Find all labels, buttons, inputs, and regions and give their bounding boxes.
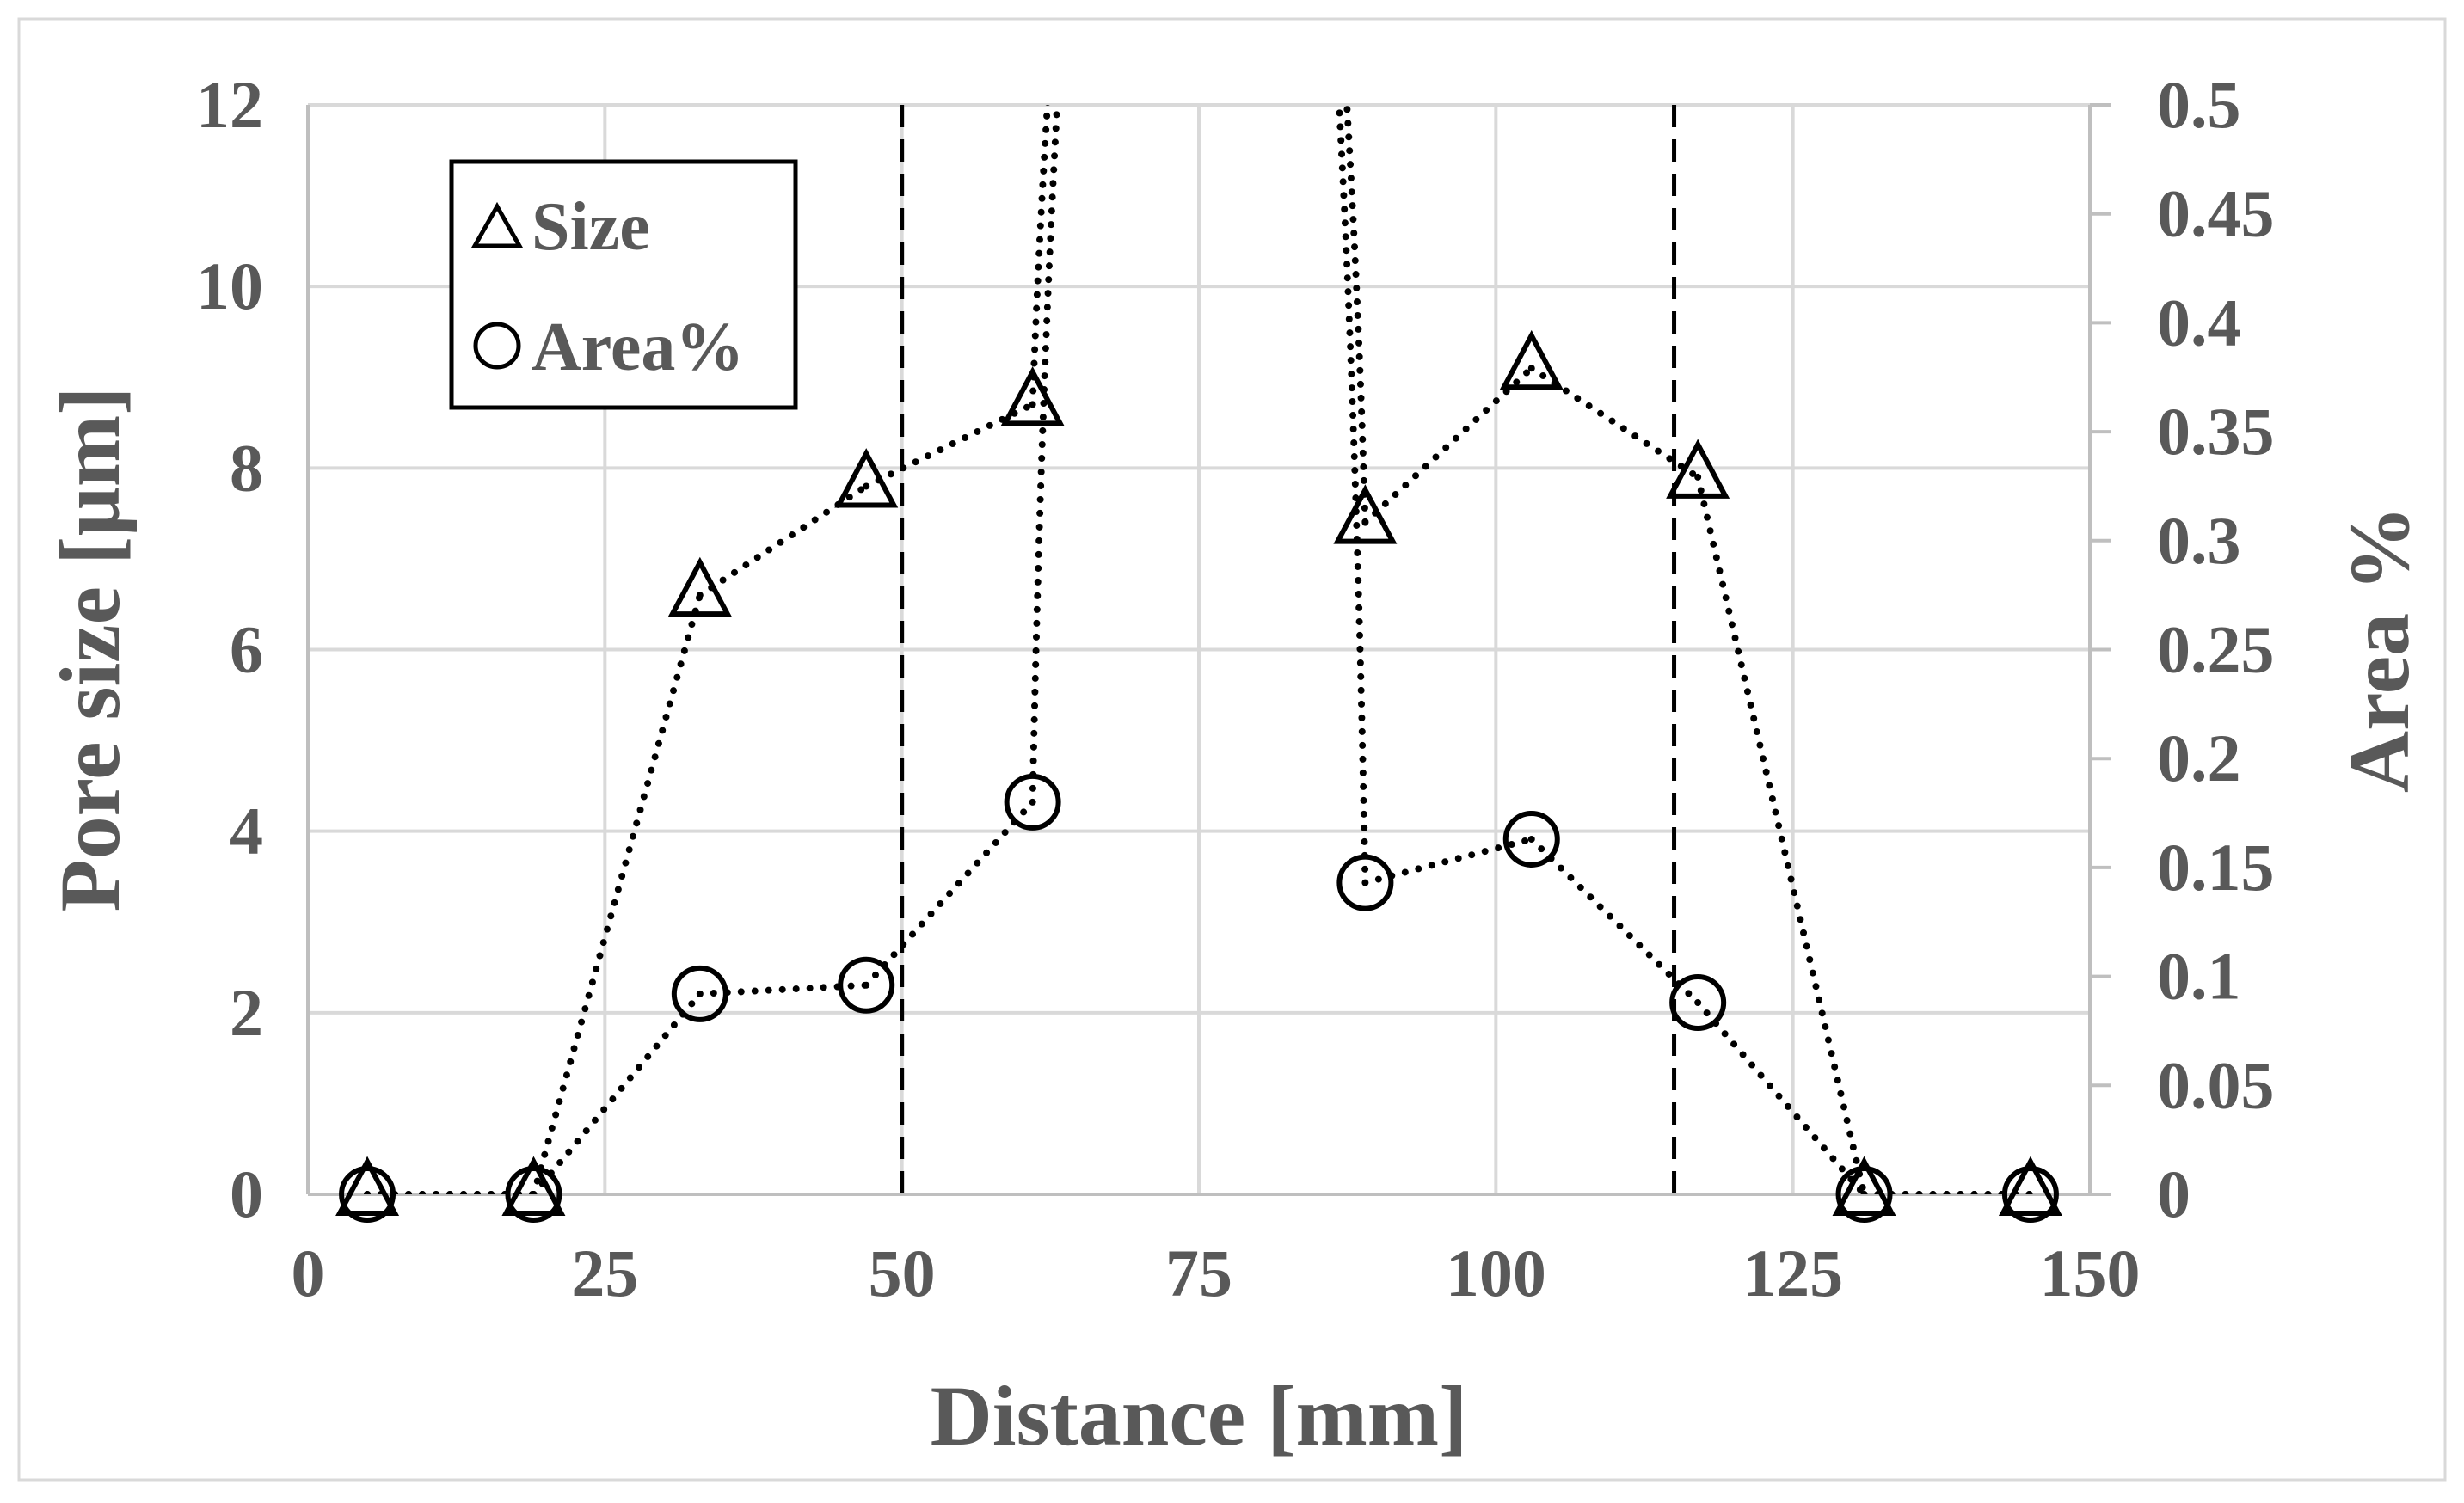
size-point: [1998, 1156, 2062, 1216]
area-point: [838, 956, 895, 1014]
legend-triangle-icon: [470, 201, 524, 248]
y-tick-label: 8: [230, 430, 263, 505]
x-tick-label: 150: [2040, 1236, 2141, 1310]
size-point: [1000, 366, 1065, 426]
series-size-segment: [863, 401, 1036, 490]
size-point: [834, 448, 899, 508]
series-size-segment: [1361, 365, 1535, 526]
y-tick-label: 2: [230, 975, 263, 1050]
size-point: [1499, 329, 1564, 390]
y2-tick-label: 0: [2157, 1156, 2191, 1231]
axes-layer: [306, 103, 2111, 1196]
legend-label-size: Size: [532, 189, 650, 265]
y-tick-label: 6: [230, 612, 263, 687]
y2-tick-label: 0.25: [2157, 612, 2275, 687]
area-point: [1004, 773, 1061, 831]
tick-labels: 0 25 50 75 100 125 15002468101200.050.10.150.2…: [196, 67, 2275, 1310]
x-tick-label: 125: [1742, 1236, 1843, 1310]
series-area-segment: [1527, 835, 1702, 1007]
series-area-segment: [1694, 999, 1868, 1194]
y-axis-label: Pore size [µm]: [42, 386, 138, 911]
y2-tick-label: 0.35: [2157, 394, 2275, 469]
size-point: [1666, 439, 1730, 499]
series-size-segment: [1694, 473, 1868, 1194]
size-point: [335, 1156, 400, 1216]
series-area-segment: [863, 798, 1036, 989]
y2-tick-label: 0.45: [2157, 176, 2275, 251]
series-size-segment: [1527, 365, 1702, 481]
size-point: [501, 1156, 566, 1216]
y-tick-label: 10: [196, 248, 263, 323]
x-tick-label: 100: [1446, 1236, 1546, 1310]
area-point: [1835, 1166, 1893, 1223]
y-tick-label: 12: [196, 67, 263, 142]
marker-layer: [335, 329, 2062, 1223]
y2-tick-label: 0.5: [2157, 67, 2241, 142]
size-point: [667, 556, 732, 617]
y2-tick-label: 0.4: [2157, 285, 2241, 359]
series-area-segment: [530, 990, 704, 1194]
area-point: [339, 1166, 396, 1223]
x-axis-label: Distance [mm]: [931, 1368, 1468, 1463]
area-point: [2001, 1166, 2059, 1223]
y-tick-label: 0: [230, 1156, 263, 1231]
legend-label-area: Area%: [532, 310, 744, 385]
x-tick-label: 75: [1165, 1236, 1232, 1310]
area-point: [1669, 974, 1727, 1032]
y2-axis-label: Area %: [2332, 506, 2427, 793]
area-point: [505, 1166, 562, 1223]
series-layer: [364, 105, 2034, 1194]
y2-tick-label: 0.1: [2157, 939, 2241, 1014]
y2-tick-label: 0.05: [2157, 1047, 2275, 1122]
y-tick-label: 4: [230, 794, 263, 868]
legend: Size Area%: [449, 159, 798, 410]
size-point: [1832, 1156, 1896, 1216]
legend-circle-icon: [473, 322, 521, 370]
area-point: [1502, 810, 1560, 868]
y2-tick-label: 0.15: [2157, 830, 2275, 905]
y2-tick-label: 0.3: [2157, 503, 2241, 578]
legend-box: [449, 159, 798, 410]
x-tick-label: 50: [869, 1236, 936, 1310]
size-point: [1333, 484, 1398, 544]
area-point: [671, 965, 728, 1022]
y2-tick-label: 0.2: [2157, 721, 2241, 795]
series-area-segment: [1361, 835, 1535, 886]
x-tick-label: 25: [571, 1236, 638, 1310]
chart-frame: [17, 17, 2447, 1482]
x-tick-label: 0: [292, 1236, 325, 1310]
area-point: [1336, 854, 1394, 911]
